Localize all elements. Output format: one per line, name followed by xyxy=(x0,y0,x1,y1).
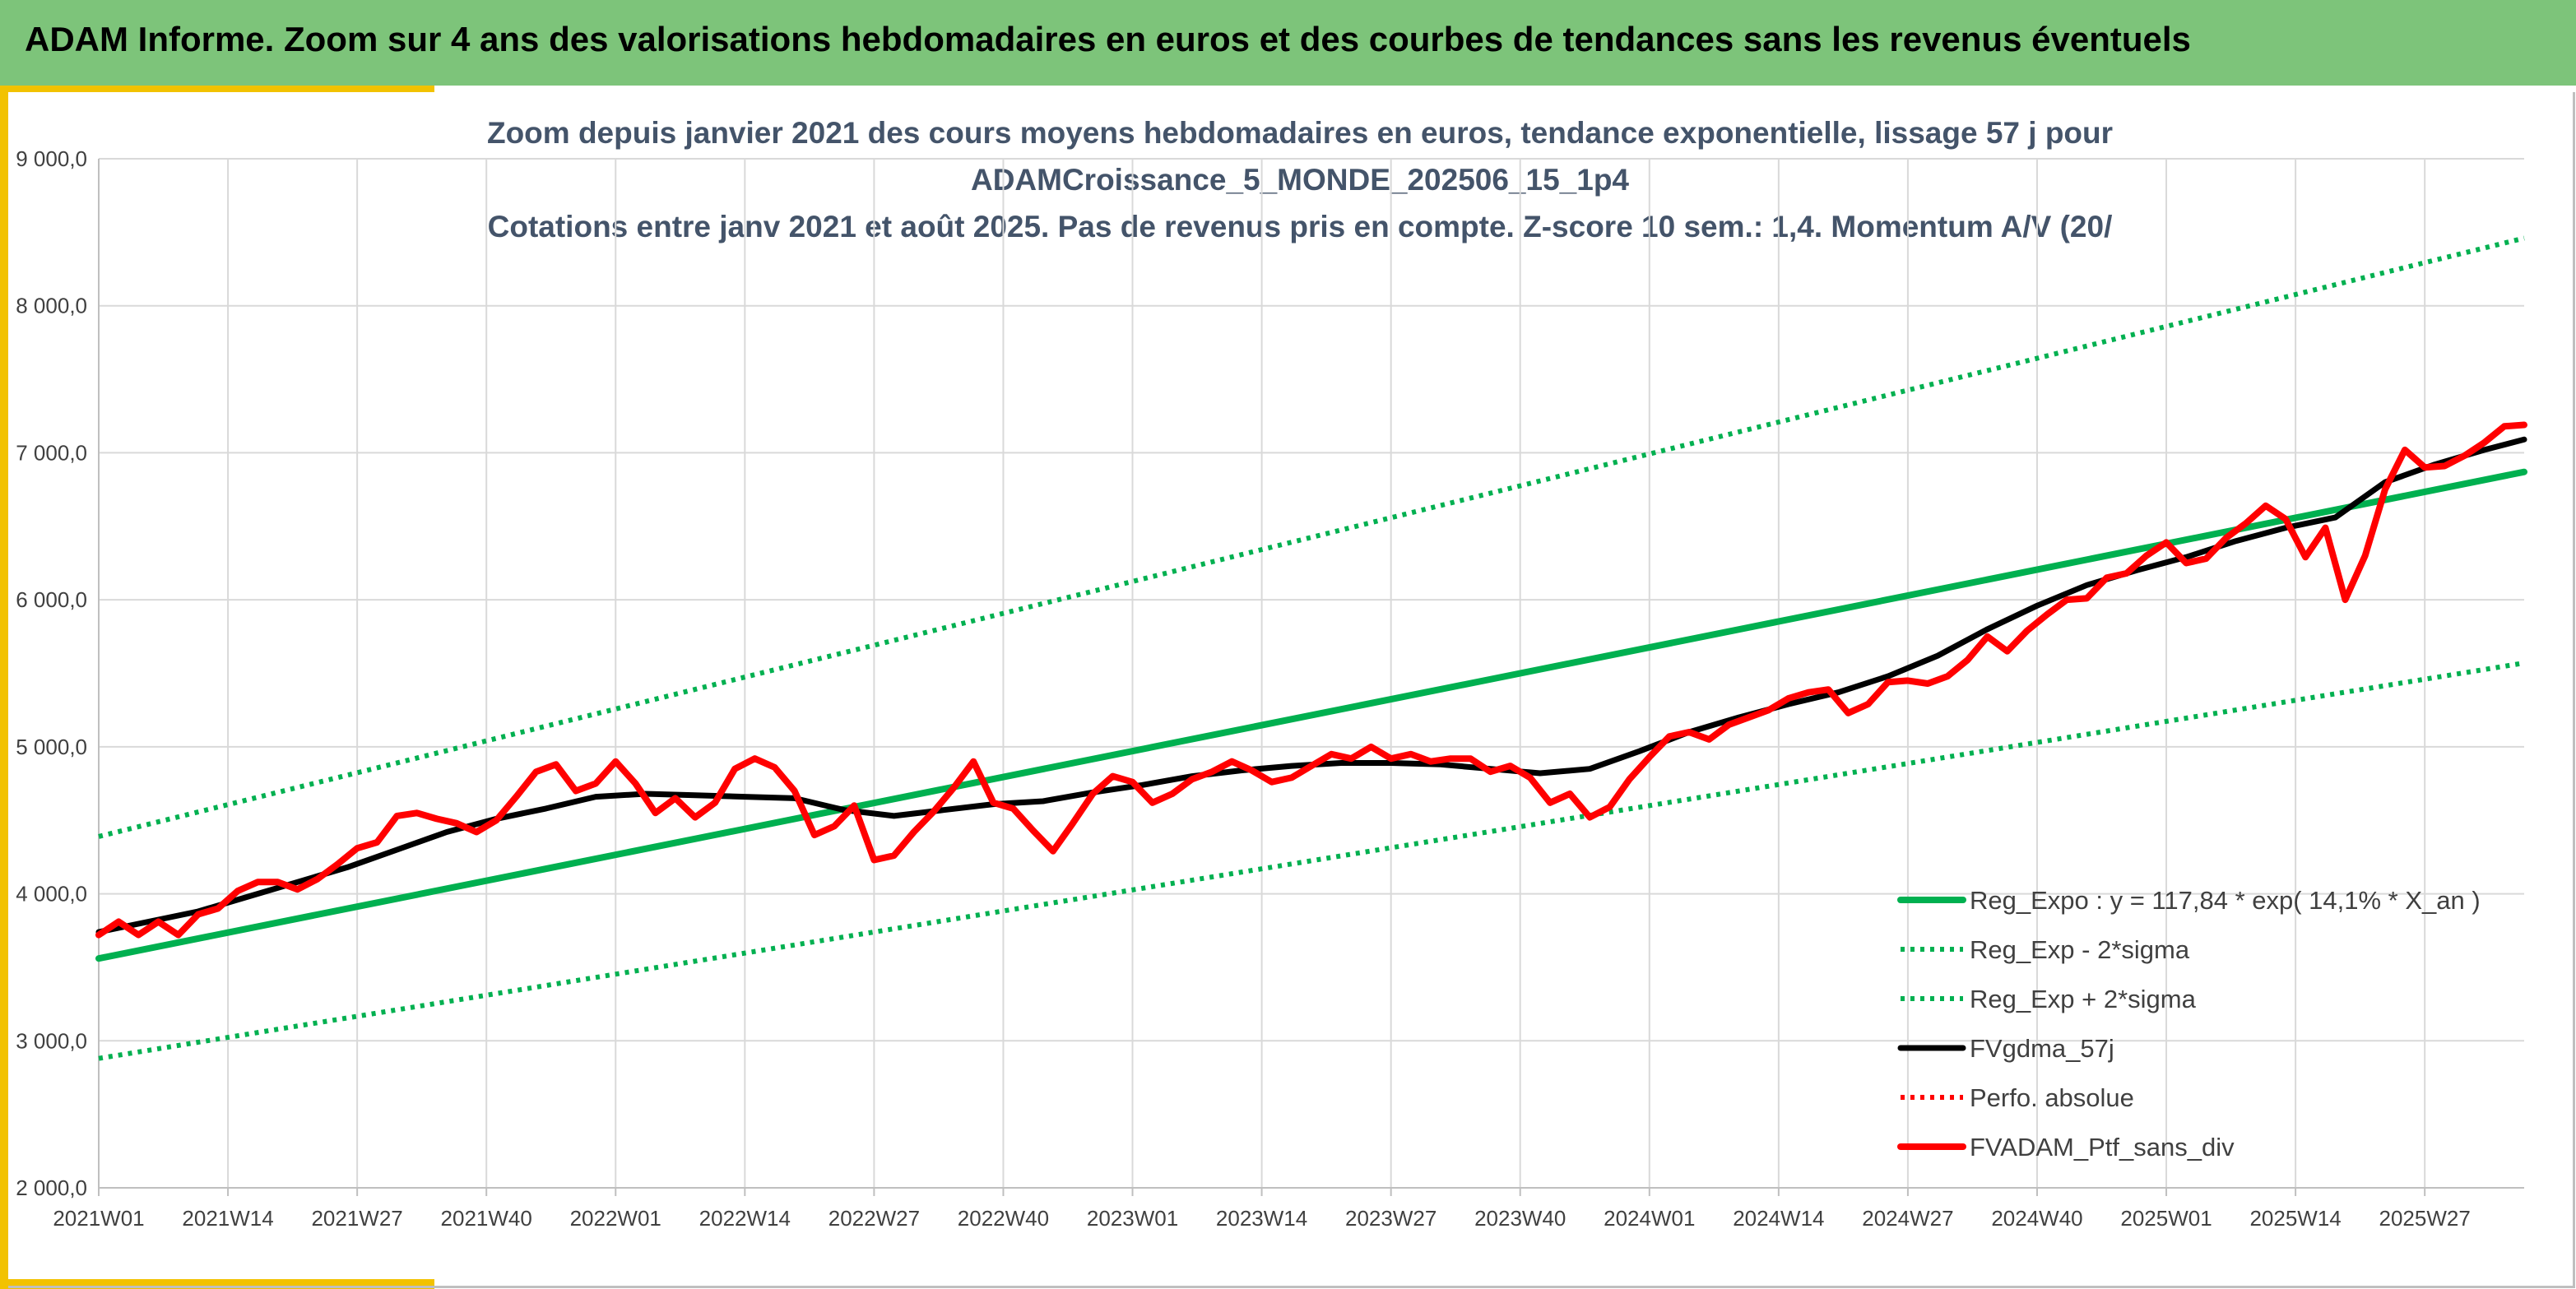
y-tick-label: 3 000,0 xyxy=(16,1028,87,1053)
chart-title-line-3: Cotations entre janv 2021 et août 2025. … xyxy=(488,210,2113,243)
accent-bar-left xyxy=(0,86,8,1289)
series-line-4 xyxy=(95,436,2527,935)
y-tick-label: 8 000,0 xyxy=(16,294,87,318)
chart-frame xyxy=(8,92,2575,1288)
x-tick-label: 2024W01 xyxy=(1604,1206,1695,1231)
x-tick-label: 2021W14 xyxy=(182,1206,273,1231)
chart-title-line-1: Zoom depuis janvier 2021 des cours moyen… xyxy=(487,116,2113,150)
legend-label-5: Perfo. absolue xyxy=(1970,1083,2134,1112)
x-tick-label: 2021W01 xyxy=(53,1206,144,1231)
y-tick-label: 6 000,0 xyxy=(16,587,87,612)
x-tick-label: 2023W01 xyxy=(1087,1206,1178,1231)
x-tick-label: 2024W40 xyxy=(1991,1206,2082,1231)
legend-label-4: FVgdma_57j xyxy=(1970,1034,2114,1063)
grid xyxy=(98,158,2524,1189)
x-tick-label: 2025W27 xyxy=(2379,1206,2471,1231)
x-tick-label: 2022W27 xyxy=(828,1206,920,1231)
y-tick-label: 5 000,0 xyxy=(16,735,87,759)
legend-label-6: FVADAM_Ptf_sans_div xyxy=(1970,1133,2235,1161)
accent-bar-top xyxy=(0,86,434,92)
x-tick-label: 2022W14 xyxy=(699,1206,791,1231)
y-tick-label: 7 000,0 xyxy=(16,440,87,465)
x-tick-label: 2023W27 xyxy=(1345,1206,1437,1231)
x-tick-label: 2023W14 xyxy=(1216,1206,1307,1231)
axes: 2 000,0 3 000,0 4 000,0 5 000,0 6 000,0 7 000… xyxy=(16,146,2524,1231)
series-line-6 xyxy=(95,421,2527,939)
y-tick-label: 4 000,0 xyxy=(16,882,87,906)
x-tick-label: 2025W01 xyxy=(2120,1206,2212,1231)
legend: Reg_Expo : y = 117,84 * exp( 14,1% * X_a… xyxy=(1897,886,2481,1161)
banner-title: ADAM Informe. Zoom sur 4 ans des valoris… xyxy=(25,20,2191,58)
x-tick-label: 2025W14 xyxy=(2249,1206,2341,1231)
y-tick-label: 2 000,0 xyxy=(16,1175,87,1200)
legend-label-1: Reg_Expo : y = 117,84 * exp( 14,1% * X_a… xyxy=(1970,886,2481,915)
legend-label-3: Reg_Exp + 2*sigma xyxy=(1970,985,2197,1013)
y-tick-label: 9 000,0 xyxy=(16,146,87,171)
x-tick-label: 2022W01 xyxy=(570,1206,661,1231)
x-tick-label: 2022W40 xyxy=(958,1206,1049,1231)
x-tick-label: 2024W27 xyxy=(1862,1206,1953,1231)
header-banner: ADAM Informe. Zoom sur 4 ans des valoris… xyxy=(0,0,2576,86)
x-tick-label: 2024W14 xyxy=(1733,1206,1824,1231)
chart-title-line-2: ADAMCroissance_5_MONDE_202506_15_1p4 xyxy=(971,163,1629,197)
series-line-1 xyxy=(95,468,2527,962)
chart-title: Zoom depuis janvier 2021 des cours moyen… xyxy=(487,116,2113,243)
x-tick-label: 2023W40 xyxy=(1474,1206,1566,1231)
legend-label-2: Reg_Exp - 2*sigma xyxy=(1970,935,2190,964)
x-tick-label: 2021W40 xyxy=(441,1206,532,1231)
series xyxy=(95,235,2527,1061)
x-tick-label: 2021W27 xyxy=(311,1206,402,1231)
series-line-3 xyxy=(98,235,2525,839)
